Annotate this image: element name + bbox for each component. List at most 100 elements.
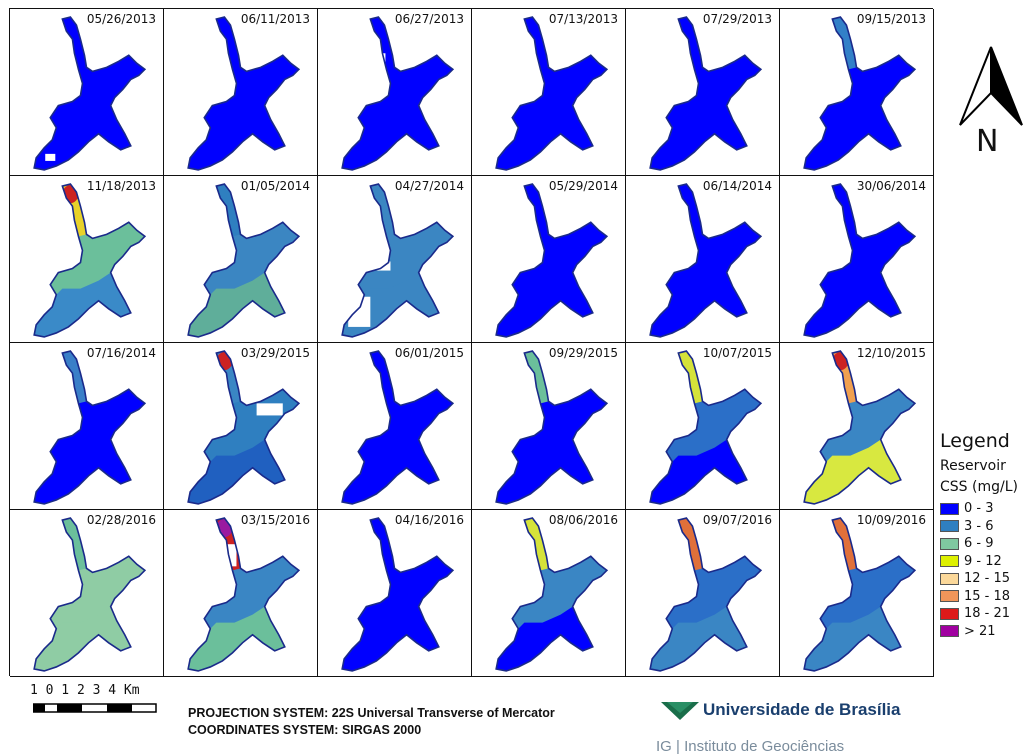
panel-date-label: 01/05/2014 [239,179,311,193]
reservoir-map [33,517,147,672]
panel-date-label: 05/26/2013 [85,12,157,26]
panel-date-label: 06/01/2015 [393,346,465,360]
reservoir-map-panel: 08/06/2016 [472,510,626,677]
reservoir-map [649,517,763,672]
reservoir-outline [649,183,763,338]
reservoir-map [803,16,917,171]
reservoir-upper-arm [832,518,857,571]
panel-date-label: 11/18/2013 [85,179,157,193]
reservoir-upper-arm [678,518,703,571]
reservoir-lower-basin [34,606,131,671]
reservoir-outline [187,183,301,338]
reservoir-map-panel: 09/29/2015 [472,343,626,510]
legend-label: 3 - 6 [964,518,994,534]
legend-label: > 21 [964,623,996,639]
reservoir-map-panel: 04/16/2016 [318,510,472,677]
panel-date-label: 05/29/2014 [547,179,619,193]
reservoir-map-panel: 30/06/2014 [780,176,934,343]
reservoir-outline [803,16,917,171]
reservoir-upper-arm [832,17,857,70]
reservoir-lower-basin [804,272,901,337]
reservoir-lower-basin [650,105,747,170]
reservoir-outline [495,183,609,338]
reservoir-map [33,16,147,171]
university-name: Universidade de Brasília [703,700,901,719]
reservoir-outline [187,350,301,505]
reservoir-lower-basin [188,606,285,671]
legend-item: 18 - 21 [940,605,1030,623]
legend-swatch [940,607,959,620]
legend-label: 0 - 3 [964,501,994,517]
panel-date-label: 07/16/2014 [85,346,157,360]
projection-system-text: PROJECTION SYSTEM: 22S Universal Transve… [188,706,555,720]
reservoir-upper-arm [370,184,395,237]
reservoir-map [341,16,455,171]
panel-date-label: 30/06/2014 [855,179,927,193]
legend-swatch [940,572,959,585]
reservoir-outline [495,517,609,672]
reservoir-map-panel: 06/01/2015 [318,343,472,510]
reservoir-map-panel: 12/10/2015 [780,343,934,510]
reservoir-upper-arm [524,17,549,70]
reservoir-upper-arm [216,184,241,237]
reservoir-outline [341,16,455,171]
reservoir-outline [803,517,917,672]
reservoir-lower-basin [342,439,439,504]
legend-label: 6 - 9 [964,536,994,552]
reservoir-lower-basin [188,272,285,337]
reservoir-lower-basin [650,606,747,671]
north-letter: N [976,124,999,159]
legend-item: 0 - 3 [940,500,1030,518]
reservoir-map [649,16,763,171]
reservoir-map-panel: 07/29/2013 [626,9,780,176]
scale-bar: 1 0 1 2 3 4 Km [30,683,170,723]
university-logo-icon [661,702,699,720]
panel-date-label: 06/11/2013 [239,12,311,26]
reservoir-map-panel: 01/05/2014 [164,176,318,343]
reservoir-outline [495,16,609,171]
reservoir-map [649,183,763,338]
legend-label: 9 - 12 [964,553,1002,569]
panel-date-label: 07/29/2013 [701,12,773,26]
reservoir-map [803,517,917,672]
reservoir-outline [341,517,455,672]
reservoir-upper-arm [370,17,395,70]
panel-date-label: 04/27/2014 [393,179,465,193]
legend-swatch [940,502,959,515]
reservoir-upper-arm [832,184,857,237]
reservoir-map [495,183,609,338]
reservoir-lower-basin [496,606,593,671]
legend-item: 3 - 6 [940,518,1030,536]
reservoir-map-panel: 09/15/2013 [780,9,934,176]
reservoir-lower-basin [650,272,747,337]
reservoir-lower-basin [34,272,131,337]
panel-date-label: 10/07/2015 [701,346,773,360]
reservoir-upper-arm [62,518,87,571]
reservoir-upper-arm [678,17,703,70]
reservoir-map-panel: 06/27/2013 [318,9,472,176]
reservoir-outline [649,16,763,171]
panel-date-label: 07/13/2013 [547,12,619,26]
reservoir-outline [33,183,147,338]
reservoir-upper-arm [524,184,549,237]
panel-date-label: 03/29/2015 [239,346,311,360]
legend-swatch [940,625,959,638]
reservoir-map [803,350,917,505]
panel-date-label: 06/14/2014 [701,179,773,193]
reservoir-upper-arm [62,351,87,404]
reservoir-outline [341,350,455,505]
panel-date-label: 10/09/2016 [855,513,927,527]
reservoir-map-panel: 06/14/2014 [626,176,780,343]
reservoir-lower-basin [188,105,285,170]
panel-date-label: 03/15/2016 [239,513,311,527]
reservoir-lower-basin [496,105,593,170]
legend-item: 9 - 12 [940,553,1030,571]
reservoir-outline [649,517,763,672]
reservoir-lower-basin [650,439,747,504]
legend-swatch [940,520,959,533]
reservoir-map [341,183,455,338]
legend-item: > 21 [940,623,1030,641]
reservoir-map [33,350,147,505]
reservoir-map [495,16,609,171]
